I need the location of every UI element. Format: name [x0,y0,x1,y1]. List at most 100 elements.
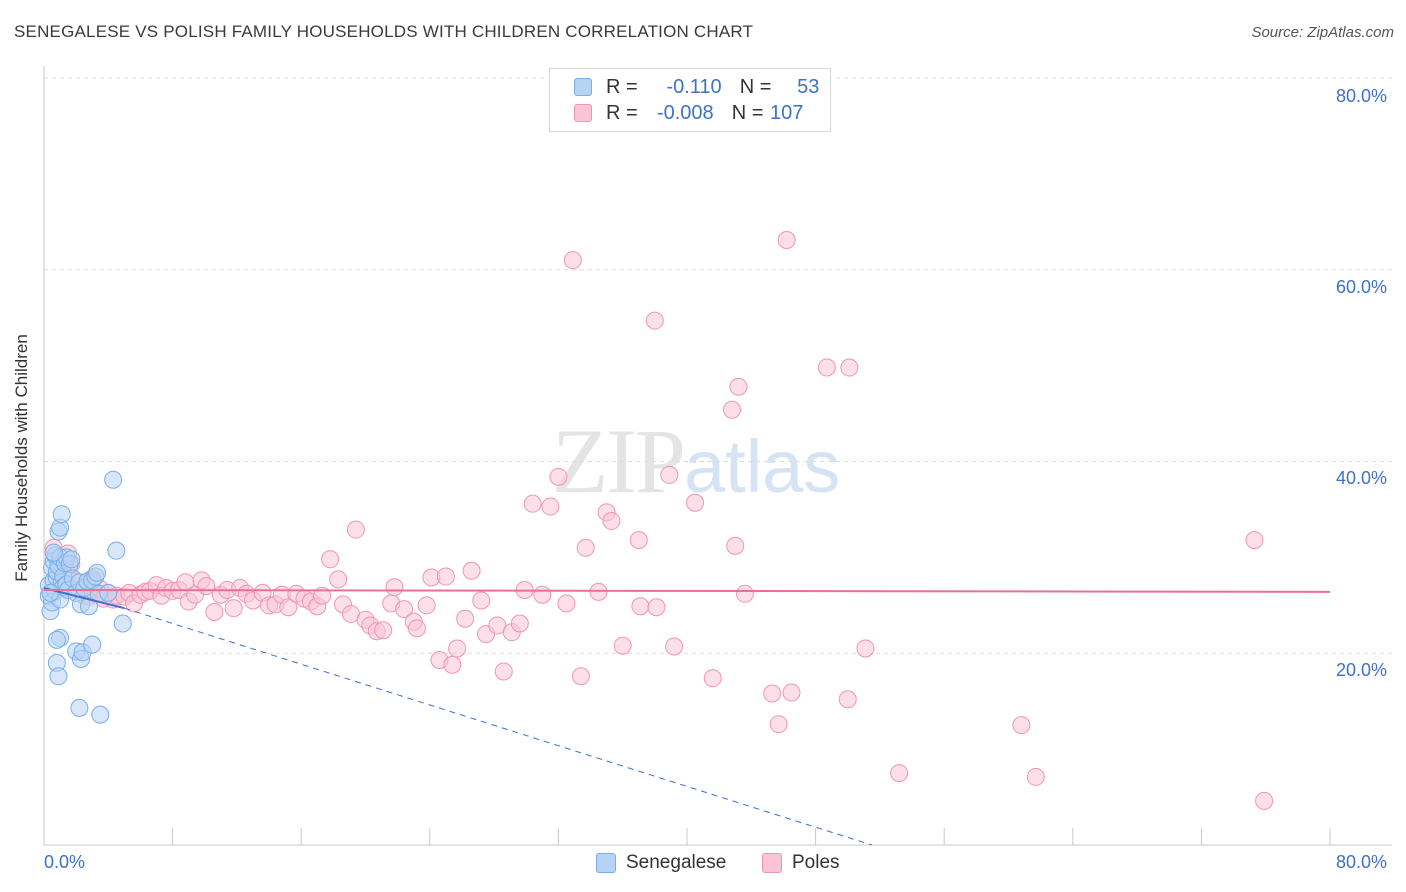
senegalese-point [44,543,63,562]
poles-point [571,667,590,686]
poles-point [472,591,491,610]
legend-r-value: -0.110 [666,75,722,98]
legend-n-value: 53 [797,75,820,98]
legend-item-senegalese: Senegalese [596,852,726,874]
legend-r-value: -0.008 [656,101,714,124]
senegalese-point [113,614,132,633]
poles-point [631,597,650,616]
legend-label-senegalese: Senegalese [626,852,727,873]
legend-r-label: R = [606,75,638,98]
poles-point [1245,531,1264,550]
poles-point [763,684,782,703]
poles-point [1026,767,1045,786]
senegalese-point [91,705,110,724]
y-tick-label-40: 40.0% [1336,468,1388,488]
legend-row-poles: R = -0.008 N = 107 [574,101,803,125]
x-tick-label-min: 0.0% [44,852,86,872]
poles-point [613,636,632,655]
y-tick-label-20: 20.0% [1336,660,1388,680]
poles-point [279,598,298,617]
watermark-atlas: atlas [684,425,841,508]
poles-point [224,599,243,618]
poles-point [417,596,436,615]
legend-row-senegalese: R = -0.110 N = 53 [574,75,819,99]
poles-point [436,567,455,586]
poles-point [456,609,475,628]
poles-point [726,536,745,555]
poles-point [443,655,462,674]
poles-point [840,358,859,377]
poles-point [817,358,836,377]
poles-point [629,531,648,550]
poles-point [769,715,788,734]
poles-point [549,467,568,486]
poles-point [729,377,748,396]
poles-point [205,603,224,622]
poles-point [723,400,742,419]
y-tick-label-60: 60.0% [1336,277,1388,297]
poles-point [665,637,684,656]
source-label: Source: ZipAtlas.com [1251,24,1394,41]
correlation-legend: R = -0.110 N = 53 R = -0.008 N = 107 [549,68,831,132]
poles-point [777,231,796,250]
senegalese-point [41,583,60,602]
poles-point [385,578,404,597]
senegalese-point [62,550,81,569]
poles-point [374,621,393,640]
poles-trend-line [43,588,1331,593]
poles-point [735,584,754,603]
poles-point [346,520,365,539]
poles-point [645,311,664,330]
poles-point [602,511,621,530]
senegalese-swatch [574,78,592,96]
poles-point [462,561,481,580]
senegalese-point [52,505,71,524]
legend-n-label: N = [739,75,772,98]
legend-r-label: R = [606,101,638,124]
senegalese-point [99,583,118,602]
legend-label-poles: Poles [792,852,840,873]
poles-swatch [762,853,782,873]
legend-n-label: N = [731,101,764,124]
poles-point [407,619,426,638]
poles-point [1255,791,1274,810]
y-tick-label-80: 80.0% [1336,86,1388,106]
legend-n-value: 107 [770,101,804,124]
poles-point [782,683,801,702]
poles-point [523,494,542,513]
poles-point [589,582,608,601]
senegalese-point [47,630,66,649]
poles-point [563,251,582,270]
senegalese-swatch [596,853,616,873]
poles-point [856,639,875,658]
poles-point [660,465,679,484]
x-tick-label-max: 80.0% [1336,852,1388,872]
legend-item-poles: Poles [762,852,840,874]
poles-point [703,669,722,688]
senegalese-point [83,635,102,654]
senegalese-point [49,667,68,686]
poles-point [557,594,576,613]
poles-point [494,662,513,681]
poles-point [686,493,705,512]
senegalese-trend-line [43,587,125,610]
chart-title: SENEGALESE VS POLISH FAMILY HOUSEHOLDS W… [14,22,754,41]
poles-swatch [574,104,592,122]
poles-point [321,550,340,569]
senegalese-point [88,563,107,582]
senegalese-point [70,698,89,717]
poles-point [510,614,529,633]
poles-point [838,690,857,709]
senegalese-point [80,597,99,616]
poles-point [541,497,560,516]
poles-point [313,586,332,605]
poles-point [329,570,348,589]
poles-point [1012,716,1031,735]
poles-point [576,538,595,557]
poles-point [890,764,909,783]
poles-point [533,585,552,604]
senegalese-point [107,541,126,560]
senegalese-point [104,470,123,489]
poles-point [448,639,467,658]
